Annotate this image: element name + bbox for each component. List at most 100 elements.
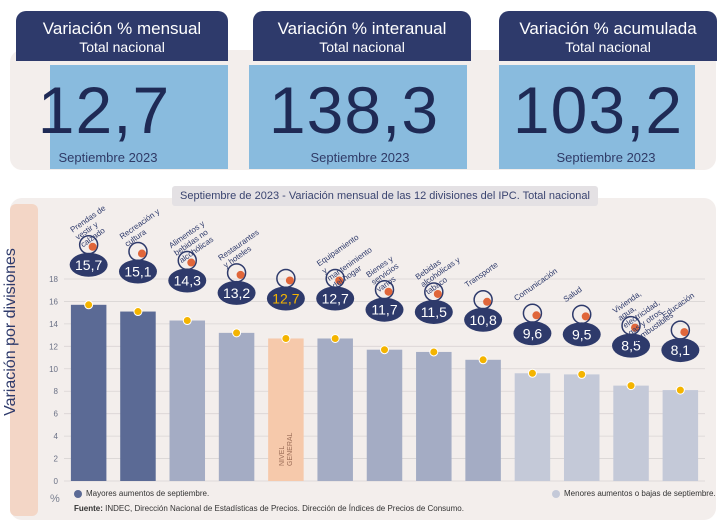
kpi-value: 103,2 [512,73,684,147]
kpi-subtitle: Total nacional [565,39,651,55]
y-axis-label: Variación por divisiones [2,248,19,416]
category-label-line: y [320,266,328,276]
value-badge [612,333,651,358]
division-icon [670,320,691,340]
legend-high-swatch [74,489,82,498]
bar-dot [380,345,389,355]
division-icon-accent [483,297,492,306]
bar [120,311,156,481]
legend-low-swatch [552,489,560,498]
value-label: 13,2 [223,285,250,301]
category-label: Alimentos ybebidas noalcohólicas [167,219,216,265]
kpi-highlight [249,65,467,169]
division-icon-accent [532,311,541,320]
percent-unit: % [50,493,60,505]
division-icon [621,315,641,336]
value-badge [69,252,108,277]
source-label: Fuente: [74,504,103,513]
bar-dot [84,300,94,310]
kpi-header: Variación % interanual Total nacional [253,11,471,61]
division-icon [473,290,493,310]
value-badge [266,286,305,311]
value-label: 11,7 [371,302,397,318]
bar-dot [527,368,537,378]
value-badge [365,297,404,322]
division-icon [128,241,148,262]
category-label-line: Educación [660,291,696,320]
bar [465,359,501,481]
value-label: 10,8 [469,312,496,328]
value-badge [118,259,157,284]
division-icon-accent [187,258,196,267]
value-label: 15,1 [124,264,151,280]
bar-dot [478,355,488,365]
value-badge [661,338,700,363]
category-label: Bienes yserviciosvarios [364,254,405,294]
bar-dot [429,347,439,357]
division-icon-accent [285,276,294,285]
y-tick-label: 6 [54,410,59,419]
value-label: 14,3 [174,273,201,289]
general-bar-label: NIVELGENERAL [279,432,294,466]
kpi-header: Variación % acumulada Total nacional [499,11,717,61]
general-bar-label-line: GENERAL [287,432,294,466]
division-icon [78,235,99,255]
bar [662,390,699,481]
bar [563,374,600,481]
y-tick-label: 10 [49,365,58,374]
kpi-header: Variación % mensual Total nacional [16,11,228,61]
bar [317,338,353,481]
value-badge [513,321,552,346]
value-label: 8,1 [671,342,691,358]
division-icon [276,268,296,289]
division-icon [177,250,198,271]
y-tick-label: 4 [54,432,59,441]
division-icon [226,263,247,283]
category-label: Prendas devestir ycalzado [69,203,118,249]
value-badge [562,322,601,347]
category-label: Recreación ycultura [118,207,167,249]
division-icon-accent [335,276,344,285]
category-label-line: Transporte [463,260,500,290]
bar-dot [133,307,143,317]
value-badge [414,299,453,324]
division-icon-accent [581,312,590,321]
value-label: 15,7 [75,257,102,273]
kpi-date: Septiembre 2023 [556,150,656,165]
category-label: Transporte [463,260,500,290]
kpi-value: 12,7 [37,73,171,147]
bar [366,349,403,481]
category-label: Equipamientoymantenimientodel hogar [315,230,379,290]
category-label: Restaurantesy hoteles [217,228,266,270]
kpi-date: Septiembre 2023 [58,150,158,165]
legend-low: Menores aumentos o bajas de septiembre. [552,489,716,498]
division-icon-accent [631,323,640,332]
y-axis-band [10,204,38,516]
category-label: Comunicación [512,266,559,302]
kpi-highlight [50,65,228,169]
value-label: 12,7 [322,290,349,306]
division-icon [325,268,345,289]
legend-high: Mayores aumentos de septiembre. [74,489,209,498]
bar-dot [281,333,291,343]
value-badge [217,280,256,305]
source-note: Fuente: INDEC, Dirección Nacional de Est… [74,504,464,513]
chart-title: Septiembre de 2023 - Variación mensual d… [172,186,598,206]
kpi-title: Variación % acumulada [519,19,697,38]
bar [268,338,304,481]
category-label: Educación [660,291,696,320]
y-tick-label: 12 [49,342,58,351]
bar-dot [182,316,192,326]
bar-dot [675,385,685,395]
kpi-subtitle: Total nacional [319,39,405,55]
category-label: Bebidasalcohólicas ytabaco [414,248,467,296]
bar [514,373,551,481]
kpi-title: Variación % interanual [277,19,447,38]
y-tick-label: 18 [49,275,58,284]
division-icon-accent [88,242,97,251]
kpi-value: 138,3 [268,73,440,147]
division-icon [424,282,444,302]
y-tick-label: 8 [54,387,59,396]
division-icon [374,279,395,300]
y-tick-label: 14 [49,320,58,329]
